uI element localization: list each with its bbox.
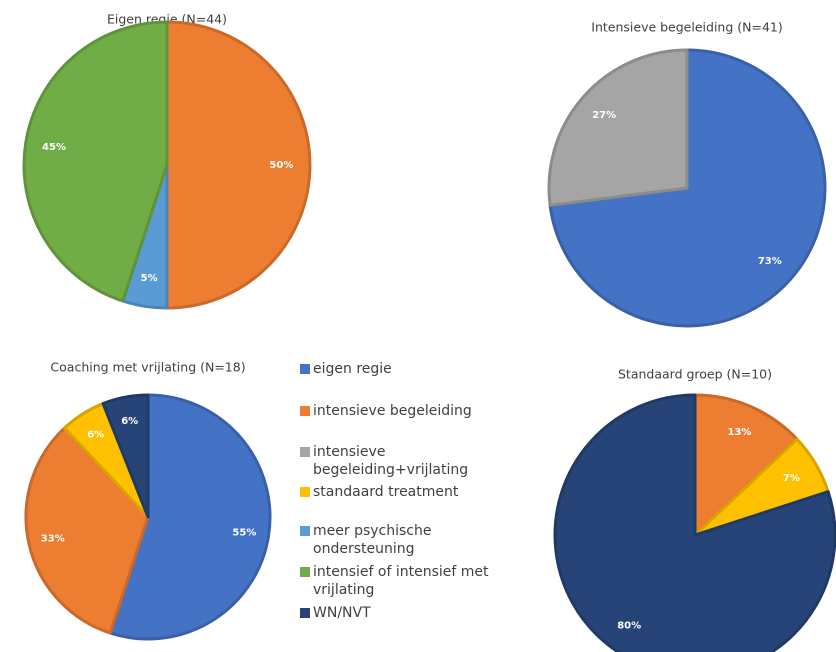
legend-item: intensief of intensief met vrijlating [300, 563, 515, 599]
data-label: 27% [592, 110, 616, 121]
legend-swatch [300, 406, 310, 416]
pie-title: Coaching met vrijlating (N=18) [50, 360, 245, 375]
pie-slice [547, 48, 689, 207]
data-label: 73% [758, 256, 782, 267]
data-label: 5% [141, 273, 158, 284]
data-label: 55% [232, 527, 256, 538]
legend-label: intensief of intensief met vrijlating [313, 564, 489, 598]
data-label: 80% [617, 621, 641, 632]
legend-swatch [300, 487, 310, 497]
legend-swatch [300, 364, 310, 374]
data-label: 7% [783, 473, 800, 484]
data-label: 50% [269, 160, 293, 171]
data-label: 13% [728, 427, 752, 438]
legend-item: intensieve begeleiding+vrijlating [300, 443, 515, 479]
pie-slice [553, 393, 836, 652]
pie-slice [24, 426, 150, 635]
legend-swatch [300, 608, 310, 618]
legend-label: standaard treatment [313, 484, 459, 500]
data-label: 6% [121, 416, 138, 427]
pie-slice [693, 393, 799, 537]
pie-slice [165, 20, 312, 310]
legend-item: meer psychische ondersteuning [300, 522, 515, 558]
pie-slice [101, 393, 150, 519]
data-label: 45% [42, 142, 66, 153]
legend-label: meer psychische ondersteuning [313, 523, 432, 557]
pie-slice [22, 20, 169, 303]
legend-item: eigen regie [300, 360, 515, 378]
legend-swatch [300, 526, 310, 536]
pie-slice [108, 393, 272, 641]
legend-label: eigen regie [313, 361, 392, 377]
pie-title: Intensieve begeleiding (N=41) [591, 20, 782, 35]
legend-label: intensieve begeleiding+vrijlating [313, 444, 469, 478]
pie-title: Standaard groep (N=10) [618, 367, 772, 382]
legend-item: WN/NVT [300, 604, 515, 622]
legend-swatch [300, 567, 310, 577]
legend-item: standaard treatment [300, 483, 515, 501]
data-label: 6% [87, 430, 104, 441]
legend-swatch [300, 447, 310, 457]
legend-label: WN/NVT [313, 605, 371, 621]
legend-label: intensieve begeleiding [313, 403, 472, 419]
pie-title: Eigen regie (N=44) [107, 12, 227, 27]
legend-item: intensieve begeleiding [300, 402, 515, 420]
data-label: 33% [41, 533, 65, 544]
